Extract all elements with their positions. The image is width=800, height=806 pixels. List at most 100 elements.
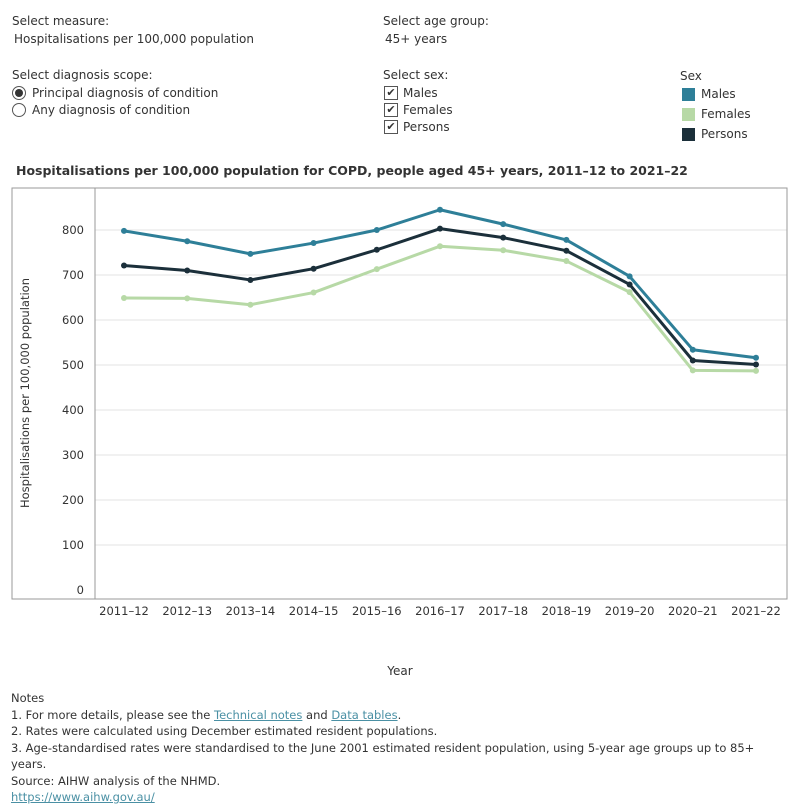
diagnosis-scope-label: Select diagnosis scope: <box>12 68 153 82</box>
data-point[interactable] <box>247 250 254 257</box>
radio-selected-icon[interactable] <box>12 85 26 100</box>
data-point[interactable] <box>373 227 380 233</box>
data-point[interactable] <box>373 246 380 253</box>
x-tick-label: 2013–14 <box>226 604 276 618</box>
data-point[interactable] <box>563 258 570 265</box>
checkbox-males[interactable]: ✔ Males <box>384 84 453 101</box>
checkmark-icon[interactable]: ✔ <box>384 85 398 100</box>
radio-principal-diagnosis[interactable]: Principal diagnosis of condition <box>12 84 218 101</box>
plot-frame <box>11 187 788 600</box>
data-point[interactable] <box>121 294 127 301</box>
chart-title: Hospitalisations per 100,000 population … <box>16 163 688 178</box>
data-point[interactable] <box>184 238 191 245</box>
note-1-prefix: 1. For more details, please see the <box>11 707 214 722</box>
series-persons <box>121 225 759 368</box>
data-point[interactable] <box>310 265 317 272</box>
data-point[interactable] <box>310 289 317 296</box>
data-point[interactable] <box>753 361 759 368</box>
data-point[interactable] <box>437 206 443 213</box>
checkbox-label: Females <box>403 102 453 117</box>
legend-title: Sex <box>680 69 702 83</box>
data-point[interactable] <box>753 354 759 361</box>
data-point[interactable] <box>563 236 570 243</box>
data-point[interactable] <box>184 267 191 274</box>
data-point[interactable] <box>121 227 127 234</box>
checkmark-icon[interactable]: ✔ <box>384 119 398 134</box>
legend-label: Persons <box>701 127 748 141</box>
legend-label: Females <box>701 107 751 121</box>
y-axis-ticks: 0 100 200 300 400 500 600 700 800 <box>62 223 84 597</box>
radio-any-diagnosis[interactable]: Any diagnosis of condition <box>12 101 218 118</box>
note-1: 1. For more details, please see the Tech… <box>11 707 791 724</box>
x-tick-label: 2016–17 <box>415 604 465 618</box>
y-tick-label: 300 <box>62 448 84 462</box>
series-males <box>121 206 759 361</box>
note-3: 3. Age-standardised rates were standardi… <box>11 740 755 772</box>
y-axis-label: Hospitalisations per 100,000 population <box>18 278 32 508</box>
checkbox-label: Males <box>403 85 438 100</box>
x-tick-label: 2019–20 <box>605 604 655 618</box>
x-tick-label: 2012–13 <box>162 604 212 618</box>
radio-label: Principal diagnosis of condition <box>32 85 219 100</box>
data-point[interactable] <box>500 221 507 228</box>
legend-swatch <box>682 87 695 101</box>
radio-unselected-icon[interactable] <box>12 102 26 117</box>
series-females <box>121 243 759 374</box>
checkbox-persons[interactable]: ✔ Persons <box>384 118 453 135</box>
x-axis-label: Year <box>386 664 412 678</box>
data-point[interactable] <box>437 243 443 250</box>
checkbox-females[interactable]: ✔ Females <box>384 101 453 118</box>
data-point[interactable] <box>373 266 380 273</box>
y-tick-label: 0 <box>77 583 84 597</box>
x-tick-label: 2015–16 <box>352 604 402 618</box>
aihw-url-link[interactable]: https://www.aihw.gov.au/ <box>11 790 155 804</box>
data-point[interactable] <box>626 273 633 280</box>
notes-heading: Notes <box>11 691 45 705</box>
data-point[interactable] <box>626 281 633 288</box>
y-tick-label: 100 <box>62 538 84 552</box>
y-tick-label: 200 <box>62 493 84 507</box>
data-point[interactable] <box>184 295 191 302</box>
technical-notes-link[interactable]: Technical notes <box>214 707 303 722</box>
data-point[interactable] <box>310 240 317 247</box>
x-tick-label: 2018–19 <box>542 604 592 618</box>
legend-item-persons[interactable]: Persons <box>682 124 751 144</box>
data-point[interactable] <box>689 367 696 374</box>
age-group-select[interactable]: 45+ years <box>385 32 448 46</box>
note-2: 2. Rates were calculated using December … <box>11 724 438 738</box>
y-tick-label: 700 <box>62 268 84 282</box>
data-point[interactable] <box>500 234 507 241</box>
x-tick-label: 2020–21 <box>668 604 718 618</box>
data-point[interactable] <box>500 247 507 254</box>
data-point[interactable] <box>247 276 254 283</box>
legend: Males Females Persons <box>682 84 751 144</box>
legend-item-males[interactable]: Males <box>682 84 751 104</box>
notes-section: Notes 1. For more details, please see th… <box>11 690 791 806</box>
y-tick-label: 800 <box>62 223 84 237</box>
data-point[interactable] <box>247 301 254 308</box>
line-chart: 0 100 200 300 400 500 600 700 800 2011–12 2012–13… <box>11 187 788 678</box>
source-note: Source: AIHW analysis of the NHMD. <box>11 773 221 788</box>
data-point[interactable] <box>689 346 696 353</box>
data-point[interactable] <box>563 247 570 254</box>
checkmark-icon[interactable]: ✔ <box>384 102 398 117</box>
legend-item-females[interactable]: Females <box>682 104 751 124</box>
note-1-suffix: . <box>397 707 402 722</box>
x-tick-label: 2017–18 <box>478 604 528 618</box>
x-tick-label: 2011–12 <box>99 604 149 618</box>
data-point[interactable] <box>437 225 443 232</box>
data-point[interactable] <box>689 357 696 364</box>
y-tick-label: 500 <box>62 358 84 372</box>
series-line[interactable] <box>123 244 757 373</box>
legend-swatch <box>682 107 695 121</box>
series-line[interactable] <box>123 208 757 360</box>
radio-label: Any diagnosis of condition <box>32 102 191 117</box>
data-tables-link[interactable]: Data tables <box>331 707 398 722</box>
data-point[interactable] <box>121 262 127 269</box>
age-group-label: Select age group: <box>383 14 489 28</box>
note-1-mid: and <box>302 707 332 722</box>
measure-select[interactable]: Hospitalisations per 100,000 population <box>14 32 254 46</box>
data-point[interactable] <box>626 289 633 296</box>
x-tick-label: 2021–22 <box>731 604 781 618</box>
data-point[interactable] <box>753 367 759 374</box>
